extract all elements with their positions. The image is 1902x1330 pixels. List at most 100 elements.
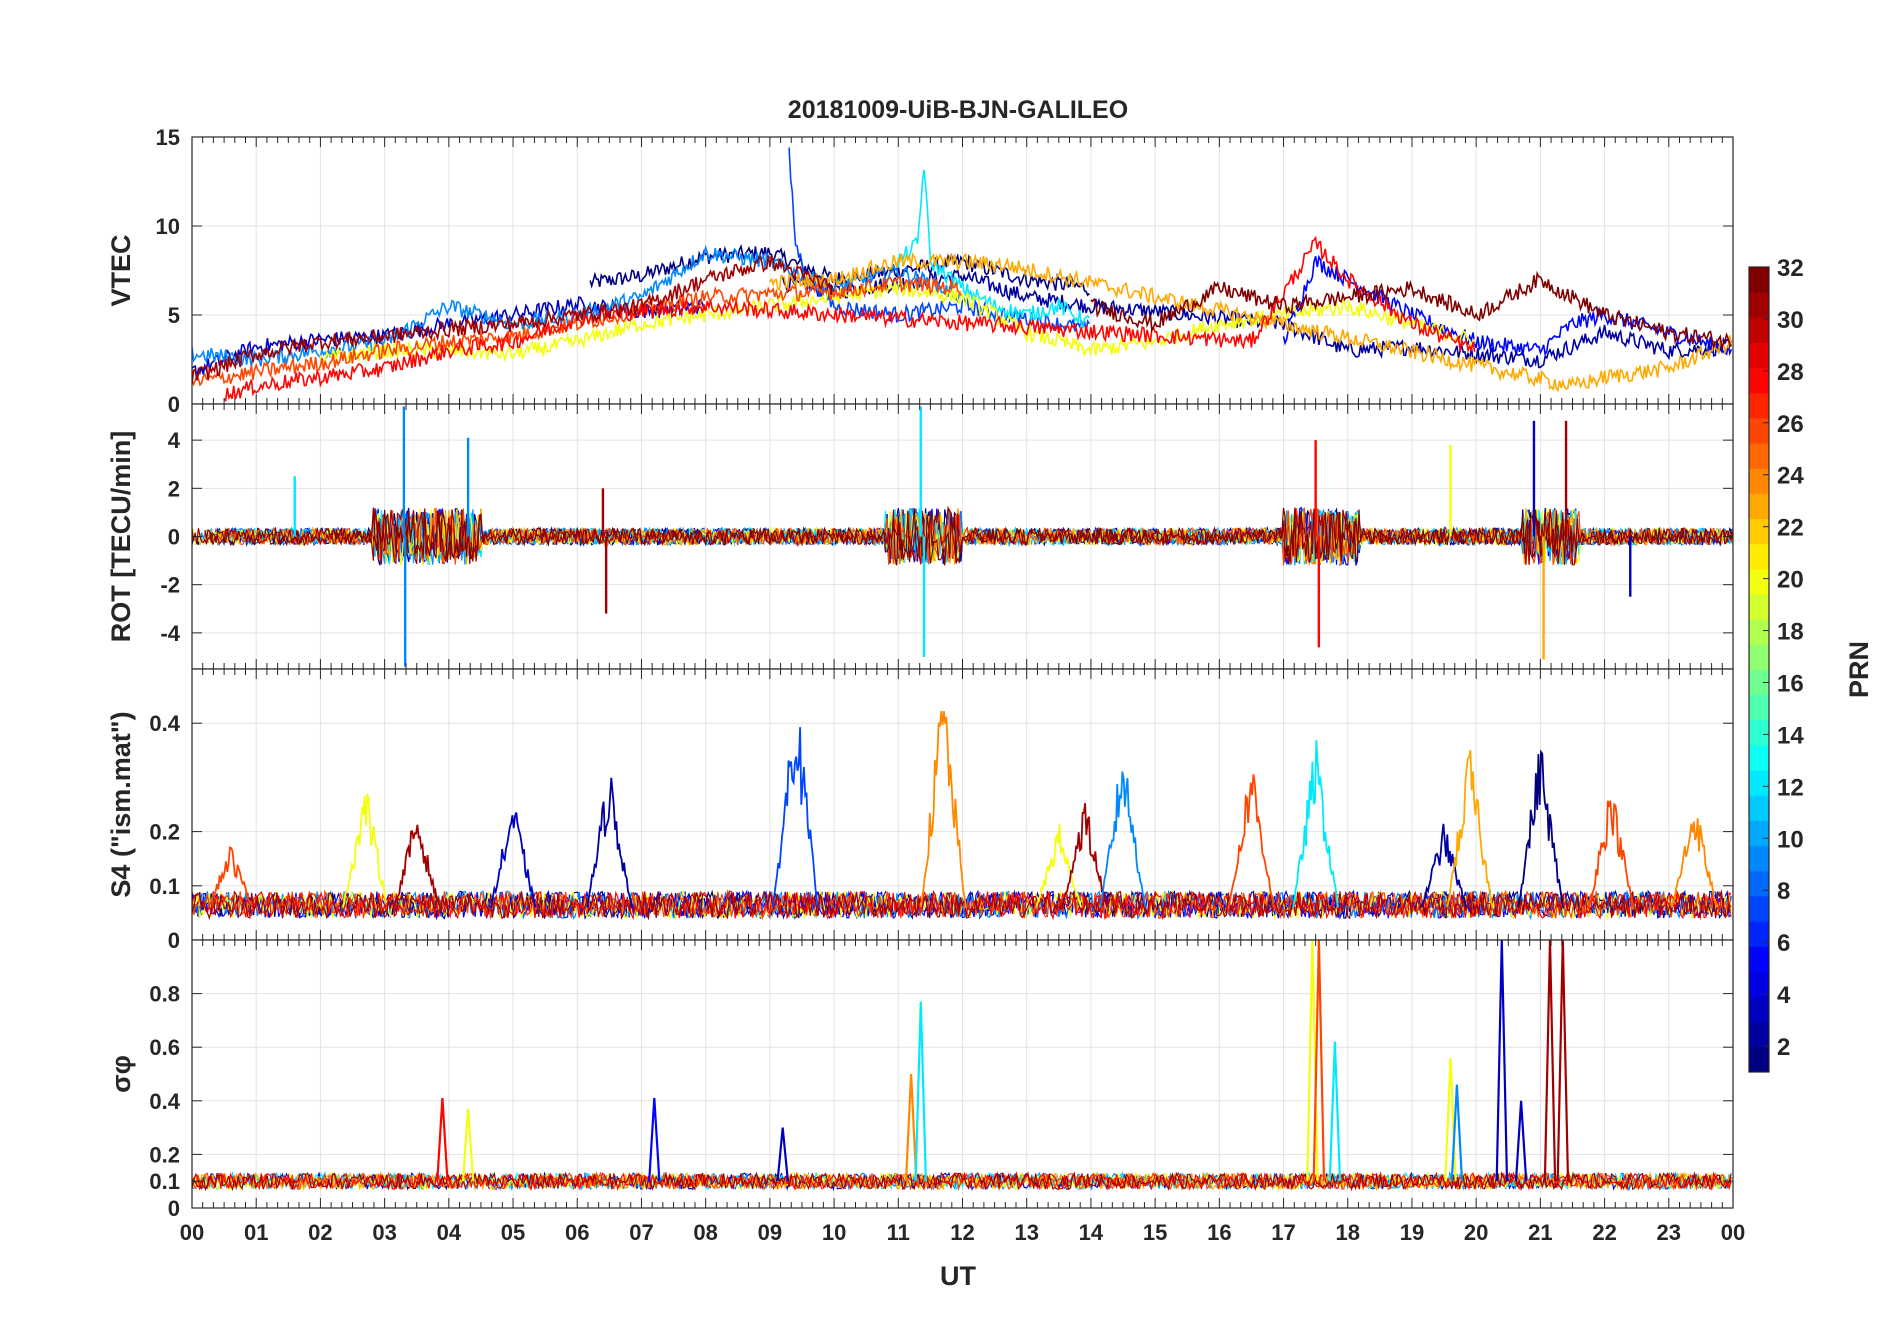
- colorbar-segment: [1749, 1046, 1769, 1073]
- s4-peak: [1420, 823, 1468, 908]
- colorbar-segment: [1749, 568, 1769, 595]
- colorbar-segment: [1749, 845, 1769, 872]
- y-tick-label: 10: [156, 214, 180, 239]
- x-axis-label: UT: [940, 1261, 976, 1291]
- x-tick-label: 05: [501, 1220, 525, 1245]
- sigma-peak: [461, 1108, 475, 1182]
- sigma-peak: [914, 1001, 927, 1182]
- y-tick-label: 0.2: [149, 1142, 180, 1167]
- y-tick-label: 5: [168, 303, 180, 328]
- colorbar-segment: [1749, 946, 1769, 972]
- sigma-series-line: [192, 1170, 1732, 1192]
- x-tick-label: 13: [1014, 1220, 1038, 1245]
- y-tick-label: 15: [156, 125, 180, 150]
- s4-series-line: [192, 889, 1732, 921]
- colorbar-tick-label: 28: [1777, 359, 1804, 386]
- sigma-peak: [1495, 940, 1509, 1182]
- colorbar-tick-label: 30: [1777, 307, 1804, 334]
- colorbar-tick-label: 24: [1777, 463, 1804, 490]
- colorbar-tick-label: 26: [1777, 411, 1804, 438]
- x-tick-label: 18: [1336, 1220, 1360, 1245]
- colorbar-segment: [1749, 367, 1769, 394]
- s4-peak: [342, 793, 388, 908]
- colorbar-segment: [1749, 744, 1769, 771]
- s4-peak: [489, 812, 537, 908]
- sigma-peak: [1543, 940, 1557, 1182]
- colorbar-segment: [1749, 719, 1769, 746]
- colorbar-segment: [1749, 996, 1769, 1023]
- colorbar-tick-label: 14: [1777, 722, 1804, 749]
- sigma-peak: [1450, 1084, 1464, 1182]
- x-tick-label: 14: [1079, 1220, 1104, 1245]
- s4-peak: [586, 777, 633, 908]
- colorbar-tick-label: 16: [1777, 670, 1804, 697]
- y-axis-label-rot: ROT [TECU/min]: [106, 431, 136, 642]
- vtec-series-line: [223, 235, 1476, 402]
- s4-peak: [1099, 771, 1147, 908]
- panel-rot: -4 -2 0 2 4 ROT [TECU/min]: [106, 403, 1734, 670]
- colorbar-segment: [1749, 870, 1769, 897]
- colorbar-segment: [1749, 317, 1769, 343]
- vtec-series-line: [192, 275, 962, 387]
- x-tick-label: 16: [1207, 1220, 1231, 1245]
- x-tick-label: 01: [244, 1220, 268, 1245]
- colorbar-segment: [1749, 392, 1769, 419]
- x-tick-label: 12: [950, 1220, 974, 1245]
- colorbar-segment: [1749, 443, 1769, 469]
- s4-peak: [207, 846, 253, 908]
- colorbar-segment: [1749, 820, 1769, 847]
- vtec-series-line: [319, 278, 1476, 366]
- x-tick-label: 19: [1400, 1220, 1424, 1245]
- y-tick-label: 0.1: [149, 1169, 180, 1194]
- colorbar-segment: [1749, 694, 1769, 721]
- colorbar-segment: [1749, 468, 1769, 494]
- colorbar-segment: [1749, 795, 1769, 821]
- s4-peak: [1292, 740, 1339, 908]
- panel-s4: 0 0.1 0.2 0.4 S4 ("ism.mat"): [106, 668, 1734, 953]
- y-tick-label: 0.6: [149, 1035, 180, 1060]
- x-tick-label: 04: [437, 1220, 462, 1245]
- y-tick-label: 0.8: [149, 982, 180, 1007]
- x-tick-label: 23: [1657, 1220, 1681, 1245]
- vtec-series-line: [897, 169, 1090, 328]
- y-tick-label: 0.1: [149, 874, 180, 899]
- sigma-peak: [648, 1098, 661, 1182]
- vtec-series-line: [589, 243, 1090, 297]
- y-tick-label: 2: [168, 476, 180, 501]
- colorbar-tick-label: 8: [1777, 878, 1790, 905]
- colorbar-border: [1748, 266, 1770, 1073]
- panel-vtec: 0 5 10 15 VTEC: [106, 125, 1734, 417]
- s4-peak: [1035, 823, 1083, 908]
- x-tick-label: 09: [758, 1220, 782, 1245]
- colorbar-tick-label: 18: [1777, 619, 1804, 646]
- vtec-series-line: [769, 252, 1733, 392]
- x-tick-label: 17: [1271, 1220, 1295, 1245]
- colorbar-segment: [1749, 594, 1769, 620]
- colorbar-segment: [1749, 770, 1769, 796]
- panel-sigma_phi: 00.10.2 0.4 0.6 0.8 σφ: [106, 939, 1734, 1221]
- colorbar-segment: [1749, 417, 1769, 444]
- x-tick-label: 21: [1528, 1220, 1552, 1245]
- s4-peak: [1671, 818, 1718, 908]
- y-tick-label: 0.4: [149, 1089, 180, 1114]
- y-tick-label: 0: [168, 392, 180, 417]
- x-tick-label: 07: [629, 1220, 653, 1245]
- x-tick-label: 11: [887, 1220, 910, 1245]
- colorbar-segment: [1749, 921, 1769, 947]
- y-tick-label: -4: [160, 621, 180, 646]
- panel-data: [192, 940, 1732, 1192]
- colorbar-tick-label: 20: [1777, 567, 1804, 594]
- s4-peak: [919, 711, 967, 908]
- colorbar-tick-label: 12: [1777, 774, 1804, 801]
- y-tick-label: 4: [168, 428, 181, 453]
- colorbar-segment: [1749, 543, 1769, 570]
- vtec-series-line: [192, 255, 834, 384]
- s4-peak: [1061, 802, 1108, 908]
- x-tick-label: 06: [565, 1220, 589, 1245]
- sigma-peak: [1328, 1041, 1342, 1182]
- colorbar-segment: [1749, 267, 1769, 293]
- y-tick-label: 0.2: [149, 820, 180, 845]
- x-tick-label: 00: [180, 1220, 204, 1245]
- colorbar-segment: [1749, 493, 1769, 520]
